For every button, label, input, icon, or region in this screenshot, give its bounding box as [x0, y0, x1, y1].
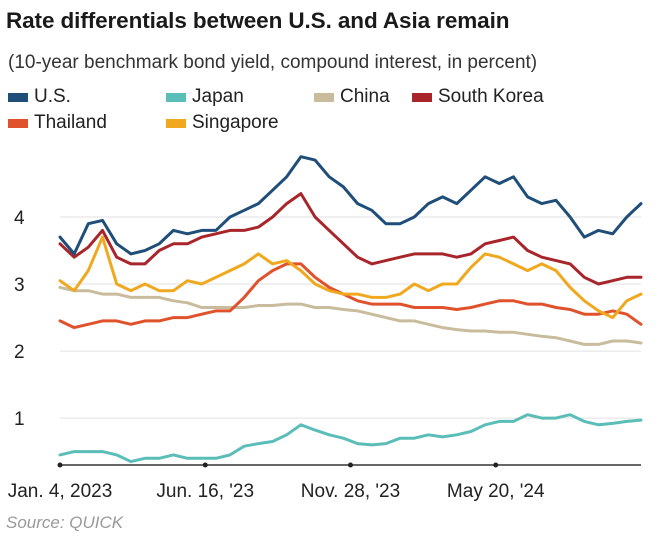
series-line-south-korea	[58, 192, 643, 286]
series-line-thailand	[58, 262, 643, 330]
x-axis: Jan. 4, 2023 Jun. 16, '23 Nov. 28, '23 May …	[8, 462, 641, 502]
source-note: Source: QUICK	[6, 513, 124, 532]
legend-swatch-singapore	[166, 118, 186, 128]
legend-swatch-japan	[166, 92, 186, 102]
legend-item-thailand: Thailand	[8, 112, 107, 134]
legend-swatch-thailand	[8, 118, 28, 128]
series-line-japan	[58, 413, 643, 464]
y-tick-label: 2	[14, 342, 25, 363]
legend-swatch-china	[314, 92, 334, 102]
series-lines	[58, 155, 643, 464]
y-tick-label: 1	[14, 409, 25, 430]
x-tick-mark	[348, 462, 353, 468]
legend-item-south-korea: South Korea	[412, 86, 544, 108]
y-tick-label: 3	[14, 275, 25, 296]
legend-item-japan: Japan	[166, 86, 244, 108]
chart-subtitle: (10-year benchmark bond yield, compound …	[8, 52, 538, 73]
series-line-china	[58, 285, 643, 346]
legend-item-us: U.S.	[8, 86, 71, 108]
gridlines	[60, 216, 641, 419]
y-tick-label: 4	[14, 208, 25, 229]
legend-label-china: China	[340, 86, 390, 107]
legend-label-thailand: Thailand	[34, 112, 107, 133]
x-tick-label: Jan. 4, 2023	[8, 481, 113, 502]
legend-item-china: China	[314, 86, 390, 108]
x-tick-label: May 20, '24	[447, 481, 545, 502]
x-tick-mark	[493, 462, 499, 468]
series-line-us	[58, 155, 643, 256]
legend-label-singapore: Singapore	[192, 112, 279, 133]
x-tick-mark	[202, 462, 208, 468]
x-tick-label: Jun. 16, '23	[156, 481, 254, 502]
legend-swatch-us	[8, 92, 28, 102]
chart-title: Rate differentials between U.S. and Asia…	[6, 8, 510, 33]
legend-label-us: U.S.	[34, 86, 71, 107]
legend-item-singapore: Singapore	[166, 112, 279, 134]
x-tick-mark	[57, 462, 63, 468]
x-tick-label: Nov. 28, '23	[301, 481, 400, 502]
series-line-singapore	[58, 235, 643, 320]
legend-swatch-south-korea	[412, 92, 432, 102]
y-axis-ticks: 1 2 3 4	[14, 208, 25, 430]
legend-label-south-korea: South Korea	[438, 86, 544, 107]
legend-label-japan: Japan	[192, 86, 244, 107]
